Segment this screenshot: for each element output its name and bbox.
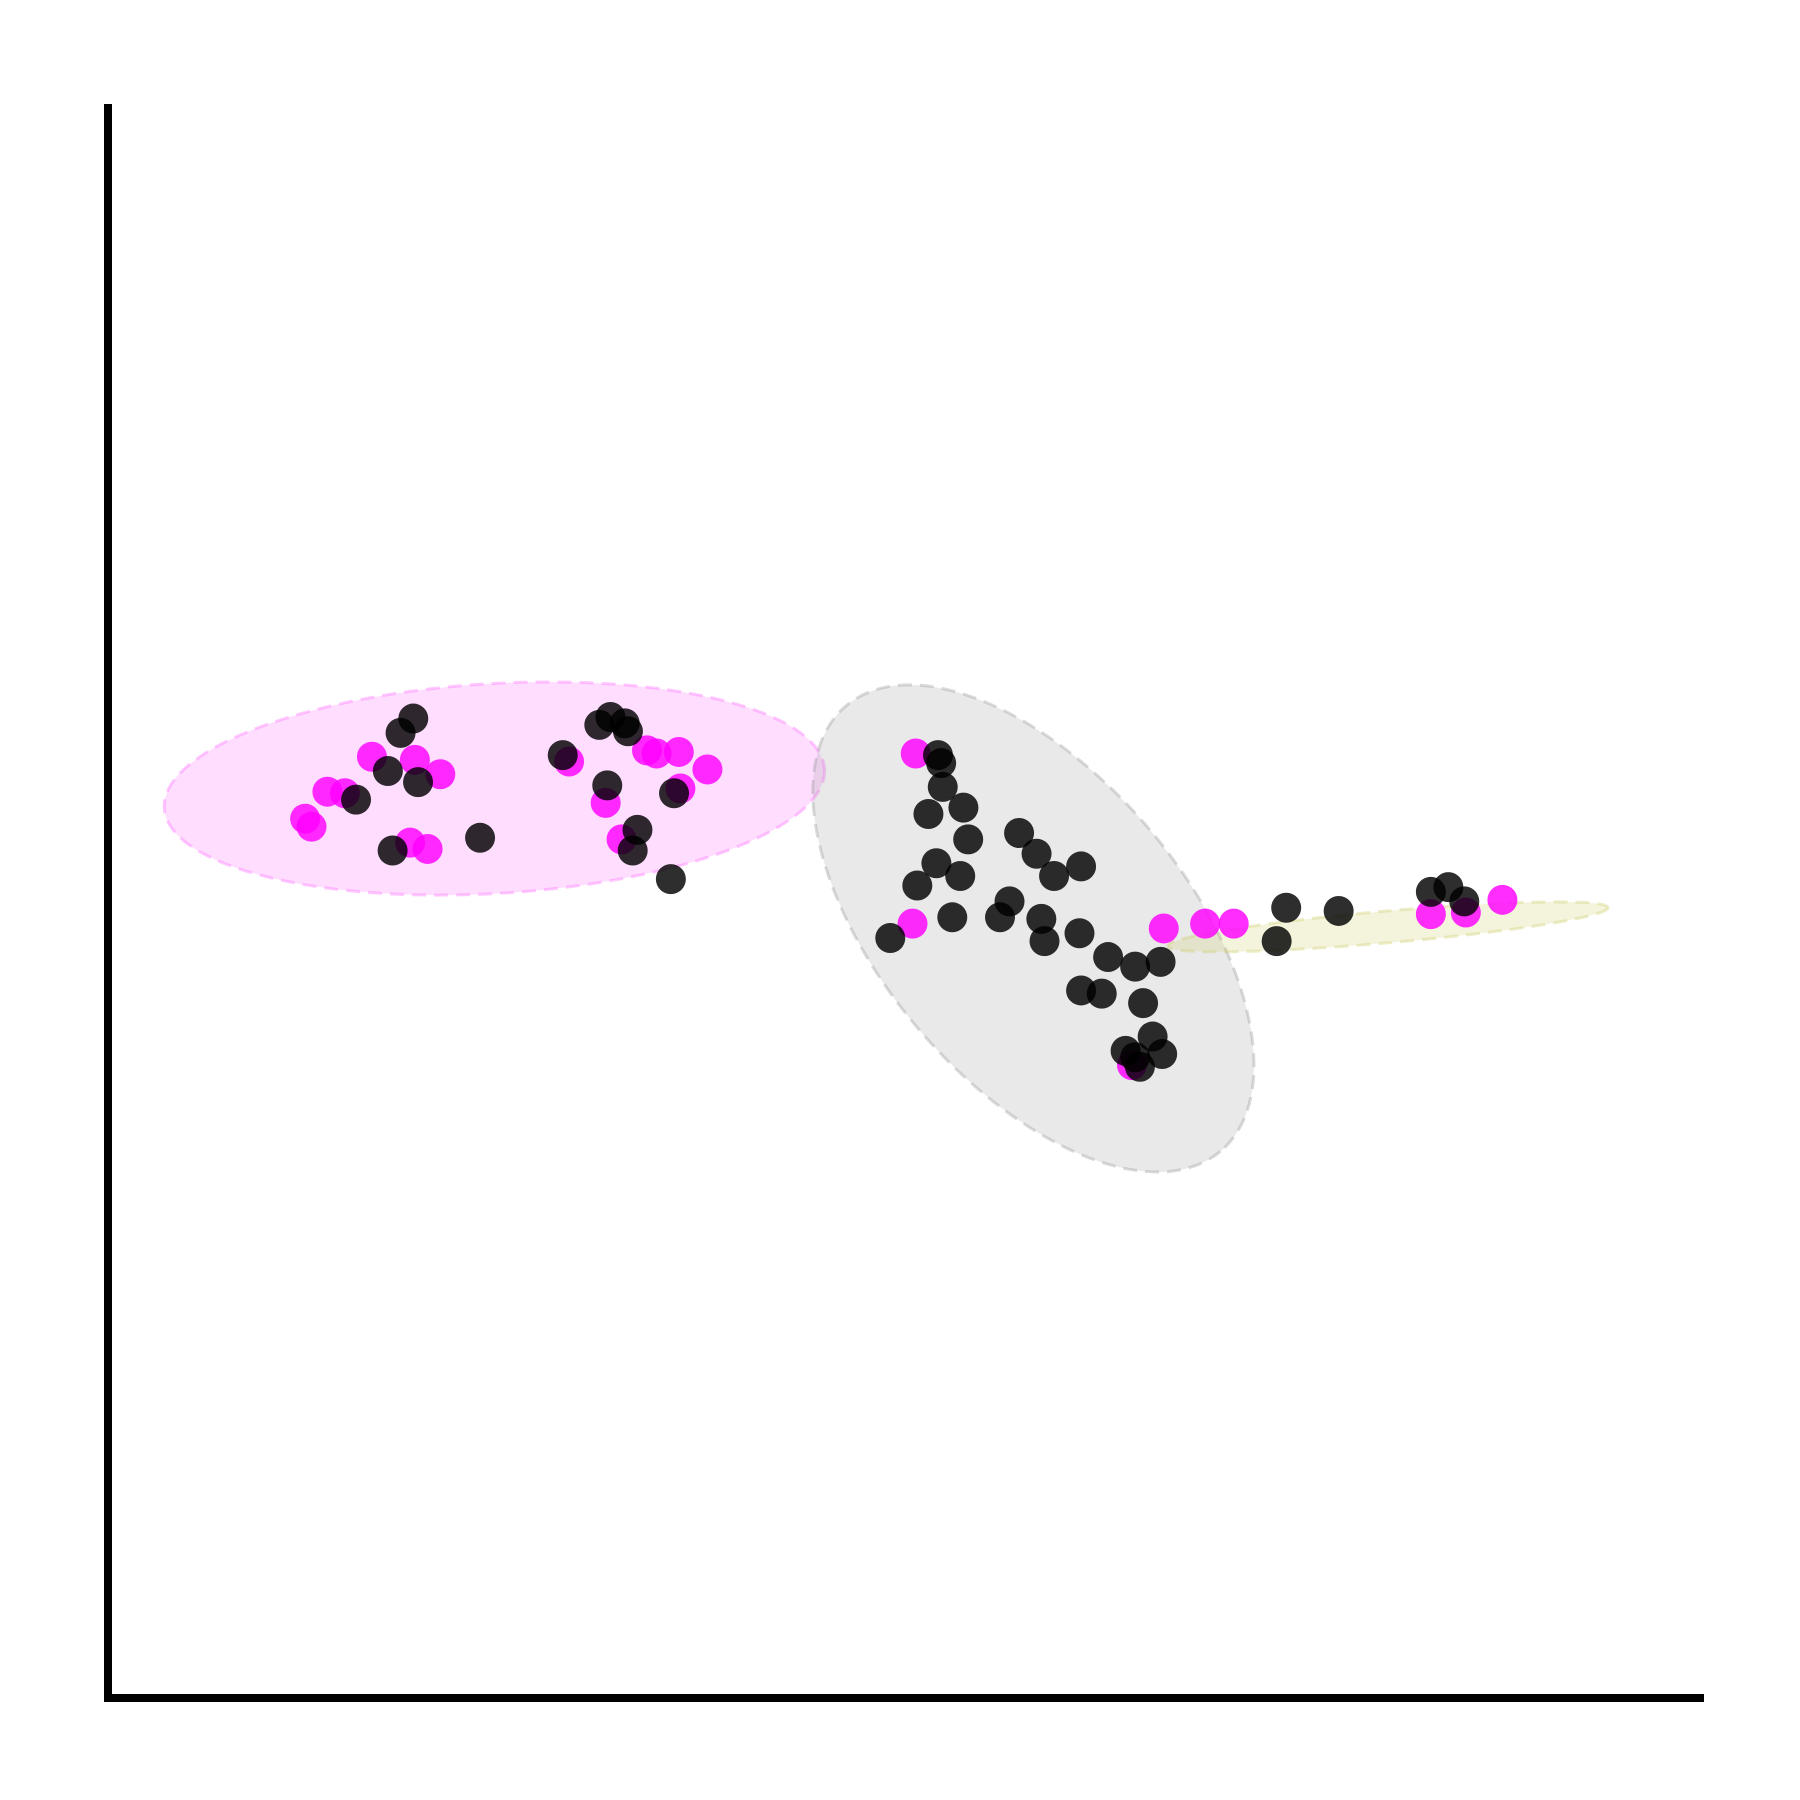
point-series2-39 [1120,951,1151,982]
point-series2-7 [465,822,496,853]
point-series2-12 [612,716,643,747]
point-series2-5 [403,767,434,798]
point-series2-16 [617,835,648,866]
point-series2-2 [372,756,403,787]
point-series2-50 [1323,895,1354,926]
point-series1-26 [1487,884,1518,915]
point-series2-38 [1093,942,1124,973]
point-series1-23 [1218,908,1249,939]
point-series2-54 [1449,886,1480,917]
point-series1-24 [1415,899,1446,930]
point-series1-22 [1190,908,1221,939]
point-series2-37 [1064,918,1095,949]
point-series2-30 [902,870,933,901]
point-series1-2 [296,811,327,842]
point-series2-8 [547,740,578,771]
point-series1-14 [641,738,672,769]
point-series2-13 [592,770,623,801]
point-series1-9 [412,833,443,864]
point-series2-4 [398,703,429,734]
point-series2-42 [1086,978,1117,1009]
point-series1-15 [663,736,694,767]
point-series2-43 [1128,988,1159,1019]
point-series2-22 [948,792,979,823]
point-series1-19 [897,908,928,939]
point-series2-26 [1039,860,1070,891]
point-series2-27 [1066,851,1097,882]
point-series2-34 [1029,926,1060,957]
data-points [290,701,1518,1082]
point-series1-18 [900,738,931,769]
point-series2-21 [913,798,944,829]
point-series2-33 [1026,903,1057,934]
point-series2-46 [1147,1039,1178,1070]
point-series2-24 [1004,818,1035,849]
point-series2-40 [1145,946,1176,977]
point-series2-19 [926,748,957,779]
point-series2-1 [341,784,372,815]
point-series2-32 [984,902,1015,933]
point-series2-23 [953,824,984,855]
point-series2-51 [1261,926,1292,957]
point-series2-49 [1271,892,1302,923]
point-series2-25 [1021,838,1052,869]
point-series2-17 [655,864,686,895]
point-series2-28 [921,848,952,879]
point-series2-29 [945,860,976,891]
point-series1-6 [399,744,430,775]
cluster-ellipse-1 [162,680,827,897]
point-series2-14 [659,778,690,809]
point-series2-36 [875,922,906,953]
point-series2-6 [377,835,408,866]
point-series2-48 [1120,1042,1151,1073]
point-series1-21 [1148,913,1179,944]
point-series1-17 [692,754,723,785]
point-series2-20 [927,771,958,802]
point-series2-35 [937,902,968,933]
